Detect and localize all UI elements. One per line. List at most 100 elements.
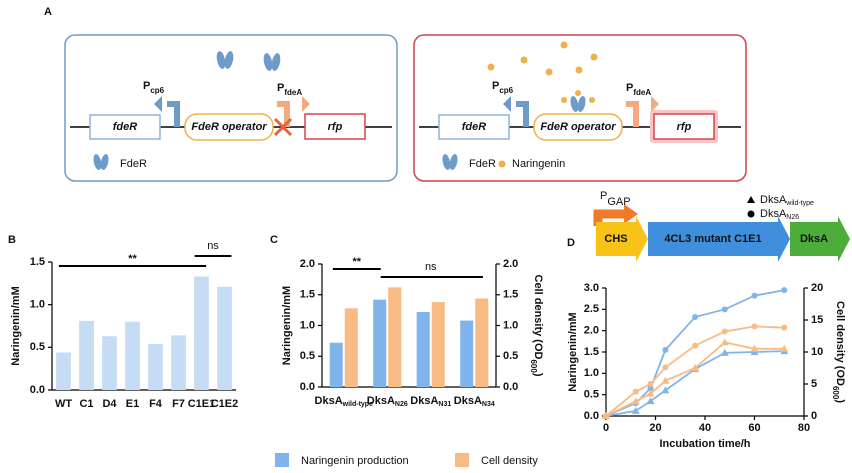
x-tick-label-sub: N26 [395,401,408,408]
arrow-head [302,96,310,112]
operator-box [184,113,274,141]
protein-icon [442,154,451,170]
y-tick-label: 1.0 [503,319,518,331]
data-point [721,328,728,335]
x-tick-label: F4 [149,398,163,410]
y-tick-label: 0 [811,410,817,422]
legend-swatch [455,453,469,467]
data-point [646,397,655,405]
y2-axis-title: Cell density (OD600) [529,275,544,377]
y-tick-label: 0.0 [30,384,45,396]
naringenin-dot [590,53,598,61]
promoter-label: PfdeA [277,82,302,97]
x-tick-label: C1E2 [211,398,239,410]
annotation: ns [207,240,219,252]
y-tick-label: 5 [811,378,817,390]
x-axis-title: Incubation time/h [659,438,750,450]
x-tick-label: 40 [699,422,711,434]
protein-icon [93,154,102,170]
y2-axis-title-main: Cell density (OD [834,301,846,386]
bar [217,286,232,390]
bar [56,352,71,390]
arrow-head [651,96,659,112]
naringenin-dot [575,90,581,96]
bar [344,308,358,387]
promoter-label-main: P [492,80,499,92]
data-point [661,376,670,384]
panel-letter: A [44,6,52,18]
legend-marker [747,196,755,203]
data-point [692,314,699,321]
protein-icon [224,51,234,69]
gene-label: 4CL3 mutant C1E1 [664,233,761,245]
data-point [631,397,640,405]
data-point [720,348,729,356]
y-axis-title: Naringenin/mM [10,286,22,365]
x-tick-label: DksAN34 [454,395,495,408]
bar [475,298,489,387]
gene-arrow [790,216,850,262]
panel-letter: B [8,234,16,246]
bar [194,276,209,390]
naringenin-dot [589,97,595,103]
panel-box [64,34,398,182]
legend-label: Cell density [481,455,538,467]
legend-label: FdeR [469,158,496,170]
bar [125,321,140,390]
data-point [751,292,758,299]
y2-axis-title-end: ) [834,399,846,403]
legend-swatch [275,453,289,467]
bar [102,336,117,390]
annotation: ** [128,253,137,265]
promoter-arrow [516,101,529,127]
promoter-label-sub: fdeA [284,88,302,97]
y-tick-label: 0.5 [584,389,599,401]
x-tick-label-main: DksA [410,395,438,407]
y-tick-label: 1.0 [300,319,315,331]
operator-label: FdeR operator [540,121,616,133]
data-point [691,364,700,371]
data-point [647,381,654,387]
y-tick-label: 15 [811,314,823,326]
promoter-label: Pcp6 [143,80,165,95]
y-tick-label: 1.0 [584,367,599,379]
y-tick-label: 2.0 [300,258,315,270]
gene-label: fdeR [462,121,487,133]
x-tick-label: 60 [748,422,760,434]
arrow-head [154,96,162,112]
gene-arrow [648,216,790,262]
y-tick-label: 0.5 [503,350,518,362]
operator-label: FdeR operator [191,121,267,133]
y-tick-label: 0.0 [300,381,315,393]
data-point [661,386,670,394]
x-tick-label: DksAN31 [410,395,451,408]
y-tick-label: 1.5 [30,256,45,268]
x-tick-label-sub: N34 [482,401,495,408]
operator-box [533,113,623,141]
data-point [631,406,640,414]
x-tick-label: C1 [79,398,93,410]
legend-label: DksAN26 [760,208,799,221]
y-tick-label: 1.5 [503,289,518,301]
data-point [720,338,729,346]
naringenin-dot [561,97,567,103]
x-tick-label-main: DksA [315,395,343,407]
protein-icon [263,53,273,71]
x-tick-label-main: DksA [367,395,395,407]
legend-label-main: DksA [760,208,787,220]
x-tick-label: C1E1 [188,398,216,410]
data-point [750,344,759,352]
x-tick-label: F7 [172,398,185,410]
x-tick-label-sub: wild-type [342,401,373,408]
y2-axis-title-sub: 600 [529,359,538,373]
gene-label: rfp [677,121,692,133]
y-axis-title: Naringenin/mM [567,312,579,391]
y-tick-label: 0.5 [300,350,315,362]
gene-label: rfp [328,121,343,133]
protein-icon [449,154,458,170]
data-point [780,344,789,352]
bar [171,335,186,390]
x-tick-label: WT [55,398,72,410]
bar [431,302,445,387]
gene-box [438,114,510,140]
